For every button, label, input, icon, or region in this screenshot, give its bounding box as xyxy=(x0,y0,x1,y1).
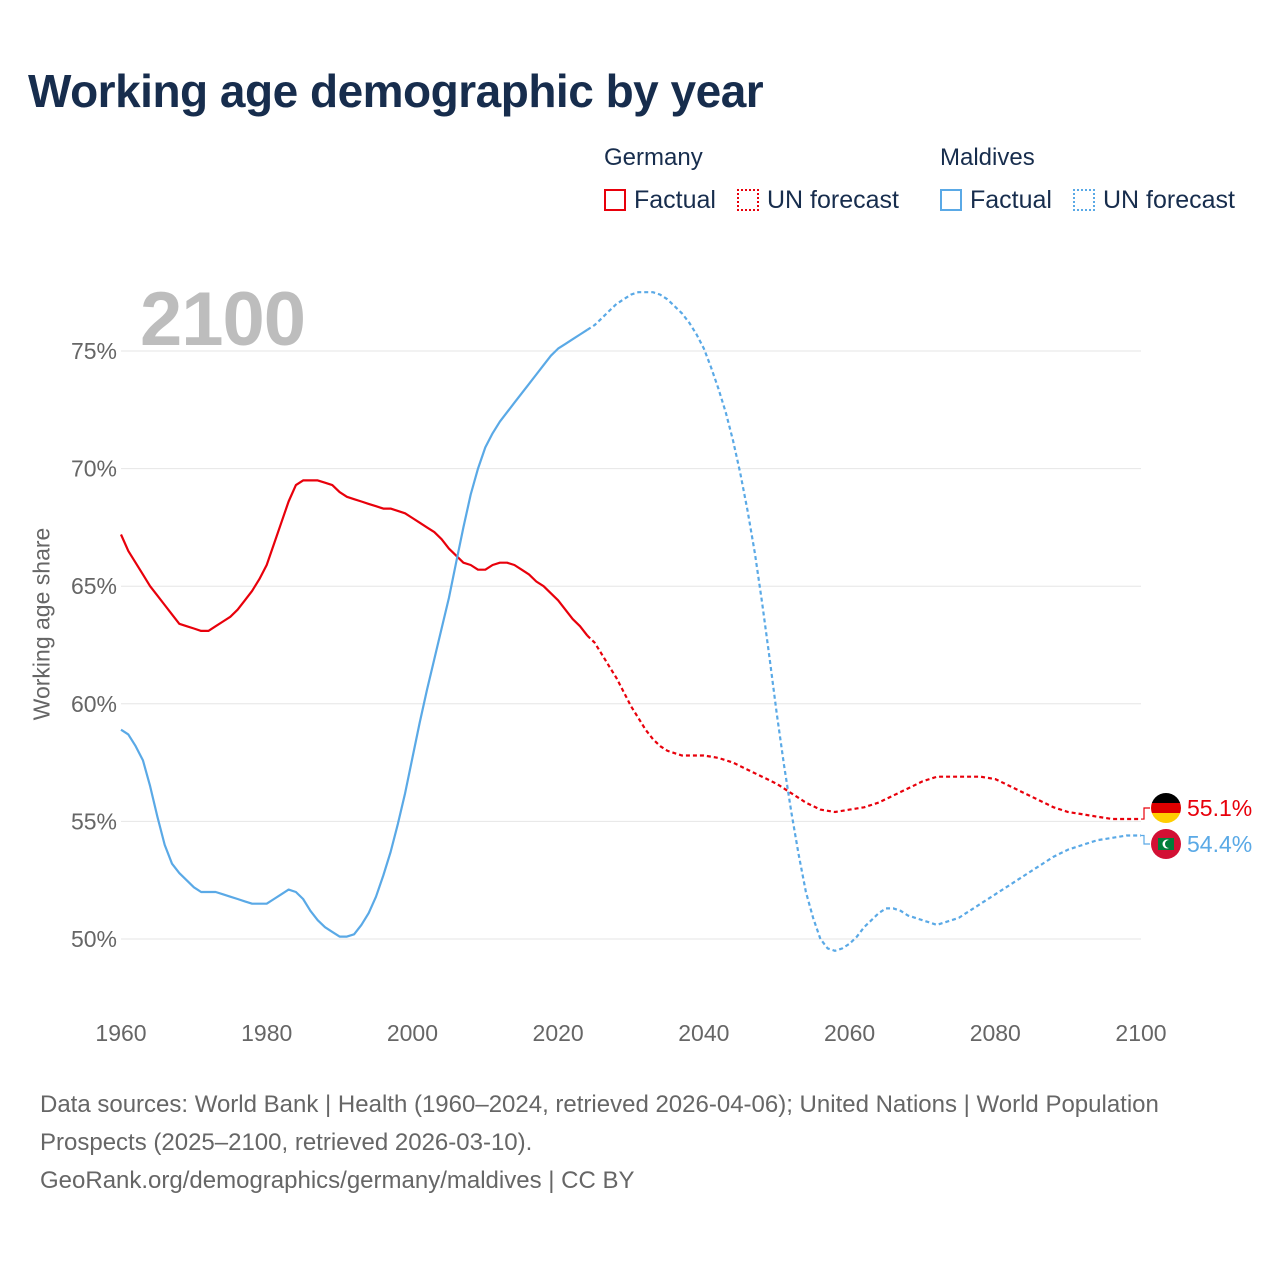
legend-group-germany: Germany xyxy=(604,144,703,171)
legend-maldives-factual[interactable]: Factual xyxy=(940,185,1052,215)
data-sources: Data sources: World Bank | Health (1960–… xyxy=(40,1091,1159,1156)
legend-label: UN forecast xyxy=(767,185,899,214)
y-tick-label: 70% xyxy=(71,456,117,482)
x-tick-label: 2060 xyxy=(824,1020,875,1046)
germany-factual-line[interactable] xyxy=(119,479,589,637)
footer: Data sources: World Bank | Health (1960–… xyxy=(40,1086,1240,1200)
maldives-label-connector xyxy=(1141,834,1150,845)
line-chart: 50% 55% 60% 65% 70% 75% 1960 1980 2000 2020 2040 2… xyxy=(71,291,1252,1046)
germany-end-value-label: 55.1% xyxy=(1187,795,1252,821)
legend-swatch-germany-factual xyxy=(604,189,626,211)
x-tick-label: 2000 xyxy=(387,1020,438,1046)
maldives-flag-icon xyxy=(1151,829,1181,859)
x-tick-label: 2040 xyxy=(678,1020,729,1046)
y-tick-label: 75% xyxy=(71,338,117,364)
maldives-forecast-line[interactable] xyxy=(586,291,1141,952)
chart-title: Working age demographic by year xyxy=(28,65,764,117)
year-watermark: 2100 xyxy=(140,277,306,362)
maldives-factual-line[interactable] xyxy=(120,328,588,938)
y-tick-label: 65% xyxy=(71,573,117,599)
legend-label: Factual xyxy=(970,185,1052,214)
maldives-end-value-label: 54.4% xyxy=(1187,831,1252,857)
series-lines xyxy=(119,291,1141,952)
x-tick-label: 2100 xyxy=(1115,1020,1166,1046)
y-tick-label: 50% xyxy=(71,926,117,952)
x-tick-label: 1960 xyxy=(95,1020,146,1046)
legend-group-maldives: Maldives xyxy=(940,144,1035,171)
gridlines xyxy=(121,350,1141,940)
germany-flag-icon xyxy=(1151,793,1181,823)
germany-forecast-line[interactable] xyxy=(586,634,1141,821)
x-tick-label: 1980 xyxy=(241,1020,292,1046)
legend-germany-factual[interactable]: Factual xyxy=(604,185,716,215)
x-tick-labels: 1960 1980 2000 2020 2040 2060 2080 2100 xyxy=(95,1020,1166,1046)
x-tick-label: 2020 xyxy=(533,1020,584,1046)
y-tick-label: 55% xyxy=(71,808,117,834)
legend-swatch-germany-forecast xyxy=(737,189,759,211)
legend-label: Factual xyxy=(634,185,716,214)
legend-germany-forecast[interactable]: UN forecast xyxy=(737,185,899,215)
x-tick-label: 2080 xyxy=(970,1020,1021,1046)
y-tick-labels: 50% 55% 60% 65% 70% 75% xyxy=(71,338,117,952)
legend-maldives-forecast[interactable]: UN forecast xyxy=(1073,185,1235,215)
legend-label: UN forecast xyxy=(1103,185,1235,214)
legend-swatch-maldives-factual xyxy=(940,189,962,211)
germany-label-connector xyxy=(1141,807,1150,820)
end-markers: 55.1% 54.4% xyxy=(1141,793,1252,859)
y-tick-label: 60% xyxy=(71,691,117,717)
legend-swatch-maldives-forecast xyxy=(1073,189,1095,211)
source-link[interactable]: GeoRank.org/demographics/germany/maldive… xyxy=(40,1167,635,1194)
